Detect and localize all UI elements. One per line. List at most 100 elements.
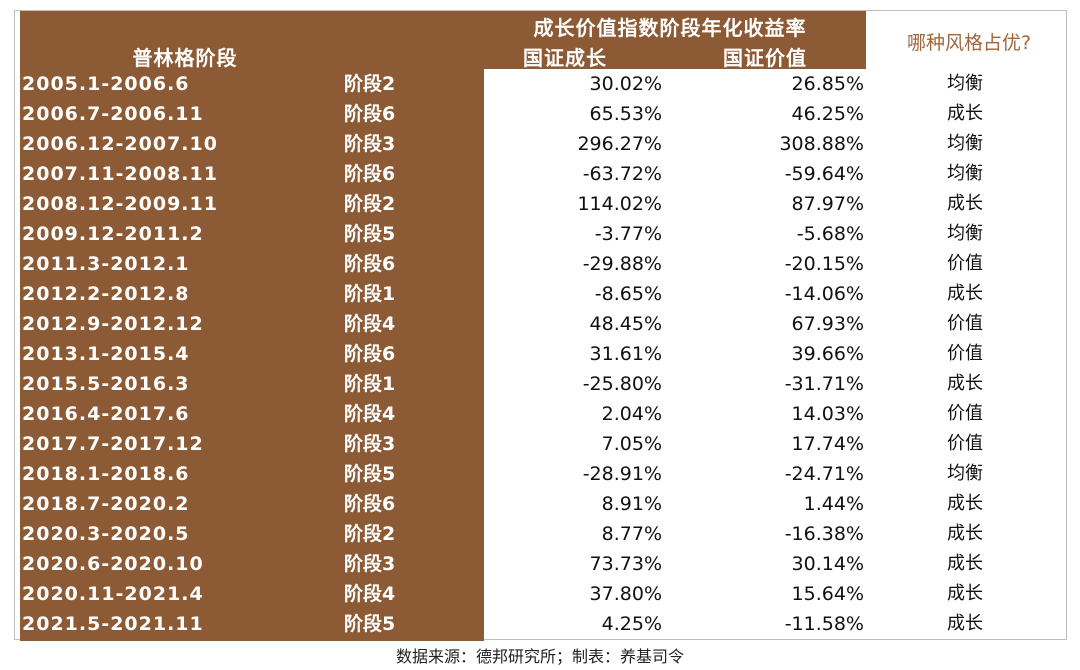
growth-return-cell: 65.53% [589,103,662,125]
table-frame [14,10,1067,640]
table-row: 2013.1-2015.4 阶段6 31.61% 39.66% 价值 [0,339,1080,369]
winner-cell: 均衡 [947,133,983,154]
winner-cell: 价值 [947,403,983,424]
growth-return-cell: -3.77% [594,223,662,245]
value-return-cell: 87.97% [791,193,864,215]
winner-cell: 均衡 [947,73,983,94]
value-return-cell: -24.71% [784,463,864,485]
stage-cell: 阶段2 [344,73,396,95]
value-return-cell: -11.58% [784,613,864,635]
value-col-header: 国证价值 [723,46,807,70]
stage-cell: 阶段5 [344,463,396,485]
period-cell: 2018.1-2018.6 [22,463,190,485]
value-return-cell: 308.88% [779,133,864,155]
table-row: 2006.7-2006.11 阶段6 65.53% 46.25% 成长 [0,99,1080,129]
growth-return-cell: 31.61% [589,343,662,365]
value-return-cell: 17.74% [791,433,864,455]
winner-cell: 均衡 [947,163,983,184]
growth-return-cell: -25.80% [582,373,662,395]
table-row: 2017.7-2017.12 阶段3 7.05% 17.74% 价值 [0,429,1080,459]
winner-cell: 成长 [947,583,983,604]
growth-return-cell: 8.77% [601,523,662,545]
period-cell: 2012.9-2012.12 [22,313,204,335]
value-return-cell: -5.68% [796,223,864,245]
winner-cell: 均衡 [947,463,983,484]
winner-cell: 成长 [947,103,983,124]
growth-col-header: 国证成长 [523,46,607,70]
growth-return-cell: 2.04% [601,403,662,425]
period-cell: 2016.4-2017.6 [22,403,190,425]
winner-cell: 价值 [947,343,983,364]
period-cell: 2006.12-2007.10 [22,133,218,155]
stage-cell: 阶段3 [344,133,396,155]
period-cell: 2020.11-2021.4 [22,583,204,605]
period-cell: 2017.7-2017.12 [22,433,204,455]
period-cell: 2008.12-2009.11 [22,193,218,215]
stage-cell: 阶段1 [344,373,396,395]
growth-return-cell: -8.65% [594,283,662,305]
winner-cell: 成长 [947,193,983,214]
stage-cell: 阶段1 [344,283,396,305]
growth-return-cell: 114.02% [577,193,662,215]
growth-return-cell: 37.80% [589,583,662,605]
period-column-band [20,69,484,641]
winner-cell: 成长 [947,553,983,574]
value-return-cell: -59.64% [784,163,864,185]
winner-cell: 成长 [947,373,983,394]
stage-cell: 阶段4 [344,583,396,605]
table-row: 2011.3-2012.1 阶段6 -29.88% -20.15% 价值 [0,249,1080,279]
value-return-cell: 26.85% [791,73,864,95]
value-return-cell: 67.93% [791,313,864,335]
stage-cell: 阶段6 [344,493,396,515]
stage-cell: 阶段4 [344,313,396,335]
growth-return-cell: -29.88% [582,253,662,275]
table-row: 2008.12-2009.11 阶段2 114.02% 87.97% 成长 [0,189,1080,219]
period-cell: 2009.12-2011.2 [22,223,204,245]
stage-cell: 阶段6 [344,163,396,185]
stage-cell: 阶段6 [344,343,396,365]
value-return-cell: -14.06% [784,283,864,305]
table-row: 2012.2-2012.8 阶段1 -8.65% -14.06% 成长 [0,279,1080,309]
growth-return-cell: 48.45% [589,313,662,335]
winner-cell: 价值 [947,253,983,274]
period-cell: 2020.6-2020.10 [22,553,204,575]
table-row: 2006.12-2007.10 阶段3 296.27% 308.88% 均衡 [0,129,1080,159]
source-footer: 数据来源：德邦研究所；制表：养基司令 [395,647,684,666]
period-cell: 2005.1-2006.6 [22,73,190,95]
table-row: 2020.6-2020.10 阶段3 73.73% 30.14% 成长 [0,549,1080,579]
period-cell: 2021.5-2021.11 [22,613,204,635]
winner-cell: 成长 [947,493,983,514]
table-row: 2020.3-2020.5 阶段2 8.77% -16.38% 成长 [0,519,1080,549]
table-row: 2018.1-2018.6 阶段5 -28.91% -24.71% 均衡 [0,459,1080,489]
table-row: 2009.12-2011.2 阶段5 -3.77% -5.68% 均衡 [0,219,1080,249]
period-col-header: 普林格阶段 [132,46,238,70]
table-row: 2015.5-2016.3 阶段1 -25.80% -31.71% 成长 [0,369,1080,399]
table-row: 2020.11-2021.4 阶段4 37.80% 15.64% 成长 [0,579,1080,609]
period-cell: 2015.5-2016.3 [22,373,190,395]
growth-return-cell: 73.73% [589,553,662,575]
period-cell: 2007.11-2008.11 [22,163,218,185]
growth-return-cell: -63.72% [582,163,662,185]
table-row: 2012.9-2012.12 阶段4 48.45% 67.93% 价值 [0,309,1080,339]
stage-cell: 阶段3 [344,433,396,455]
winner-cell: 价值 [947,433,983,454]
value-return-cell: 15.64% [791,583,864,605]
period-cell: 2020.3-2020.5 [22,523,190,545]
stage-cell: 阶段6 [344,253,396,275]
value-return-cell: -16.38% [784,523,864,545]
winner-cell: 成长 [947,613,983,634]
period-cell: 2013.1-2015.4 [22,343,190,365]
table-row: 2007.11-2008.11 阶段6 -63.72% -59.64% 均衡 [0,159,1080,189]
winner-cell: 均衡 [947,223,983,244]
stage-cell: 阶段2 [344,193,396,215]
value-return-cell: 46.25% [791,103,864,125]
growth-return-cell: 4.25% [601,613,662,635]
table-row: 2021.5-2021.11 阶段5 4.25% -11.58% 成长 [0,609,1080,639]
period-cell: 2006.7-2006.11 [22,103,204,125]
value-return-cell: 14.03% [791,403,864,425]
winner-cell: 成长 [947,283,983,304]
value-return-cell: 30.14% [791,553,864,575]
stage-cell: 阶段2 [344,523,396,545]
returns-title: 成长价值指数阶段年化收益率 [533,16,807,40]
growth-return-cell: 7.05% [601,433,662,455]
